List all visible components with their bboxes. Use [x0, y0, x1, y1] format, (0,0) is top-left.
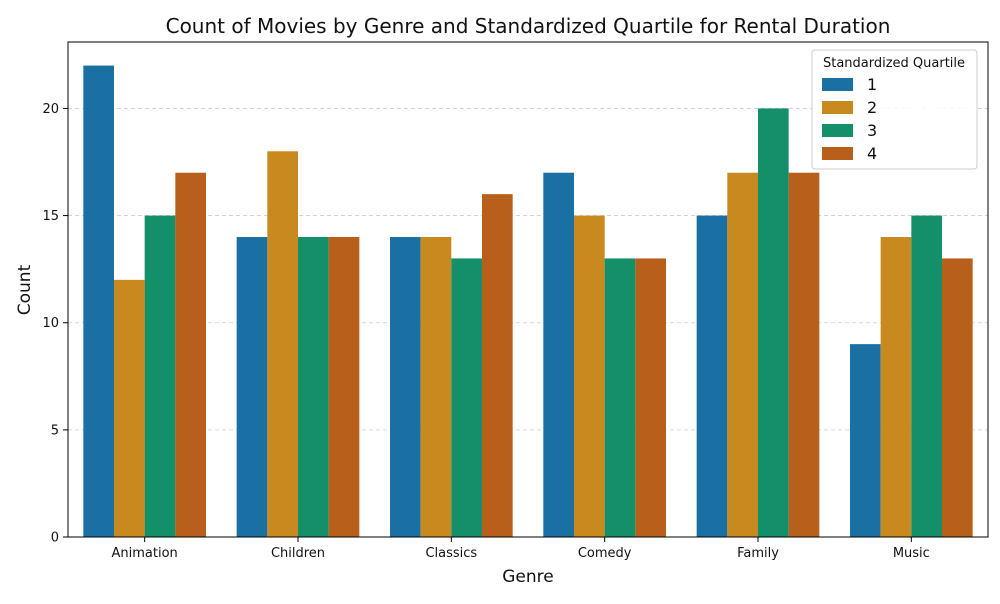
bar-children-q1 [236, 237, 268, 537]
x-tick-label: Music [893, 546, 930, 561]
bar-comedy-q3 [604, 258, 636, 537]
bar-music-q3 [911, 215, 942, 538]
legend-items: 1 2 3 4 [822, 75, 877, 163]
bars [83, 65, 973, 538]
y-axis-ticks: 0 5 10 15 20 [42, 102, 68, 546]
legend-label: 1 [867, 75, 877, 94]
x-axis-label: Genre [502, 567, 553, 587]
bar-animation-q4 [175, 172, 206, 537]
bar-children-q3 [298, 237, 329, 537]
bar-comedy-q4 [635, 258, 666, 537]
bar-comedy-q2 [574, 215, 605, 538]
y-tick-label: 20 [42, 102, 59, 117]
legend-label: 2 [867, 98, 877, 117]
bar-music-q2 [880, 237, 912, 537]
y-tick-label: 5 [51, 423, 59, 438]
bar-family-q3 [758, 108, 789, 537]
x-tick-label: Animation [112, 546, 178, 561]
plot-frame [67, 41, 989, 538]
legend-label: 4 [867, 144, 877, 163]
bar-children-q4 [328, 237, 360, 537]
legend-swatch [822, 101, 853, 114]
x-tick-label: Family [737, 546, 779, 561]
legend: Standardized Quartile 1 2 3 4 [811, 49, 978, 170]
legend-swatch [822, 147, 853, 160]
bar-animation-q3 [144, 215, 176, 538]
x-tick-label: Children [271, 546, 325, 561]
y-tick-label: 10 [42, 316, 59, 331]
bar-classics-q3 [451, 258, 482, 537]
bar-comedy-q1 [543, 172, 574, 537]
bar-classics-q1 [390, 237, 421, 537]
x-tick-label: Classics [425, 546, 477, 561]
legend-label: 3 [867, 121, 877, 140]
bar-music-q4 [942, 258, 973, 537]
x-tick-label: Comedy [578, 546, 632, 561]
legend-title: Standardized Quartile [823, 56, 965, 71]
x-axis-ticks: Animation Children Classics Comedy Family Mus… [112, 537, 930, 561]
y-tick-label: 15 [42, 209, 59, 224]
chart-title: Count of Movies by Genre and Standardize… [166, 14, 891, 38]
bar-children-q2 [267, 151, 298, 538]
y-tick-label: 0 [51, 531, 59, 546]
y-axis-label: Count [15, 264, 35, 315]
bar-classics-q2 [420, 237, 452, 537]
legend-frame [811, 49, 978, 170]
bar-family-q1 [696, 215, 728, 538]
bar-music-q1 [850, 344, 881, 537]
legend-swatch [822, 124, 853, 137]
bar-classics-q4 [482, 194, 513, 537]
legend-swatch [822, 78, 853, 91]
bar-animation-q2 [114, 279, 145, 537]
bar-family-q4 [788, 172, 820, 537]
bar-animation-q1 [83, 65, 114, 538]
bar-family-q2 [727, 172, 758, 537]
